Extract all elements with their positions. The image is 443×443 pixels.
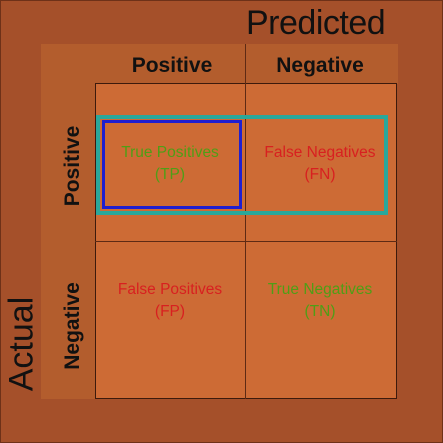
column-divider: [245, 44, 246, 399]
true-positive-cell-highlight: [102, 120, 242, 209]
actual-positive-row-highlight: [96, 115, 388, 215]
cell-false-negatives: False Negatives (FN): [245, 142, 395, 186]
row-divider: [95, 241, 397, 242]
row-header-band: [41, 44, 96, 399]
cell-abbreviation: (TN): [304, 303, 336, 320]
cell-abbreviation: (FP): [154, 303, 186, 320]
cell-label: True Negatives: [267, 281, 373, 298]
cell-label: True Positives: [121, 144, 219, 161]
column-header-band: [41, 44, 398, 84]
actual-axis-title: Actual: [2, 296, 41, 392]
cell-label: False Negatives: [264, 144, 376, 161]
cell-true-negatives: True Negatives (TN): [245, 279, 395, 323]
cell-label: False Positives: [117, 281, 223, 298]
cell-false-positives: False Positives (FP): [95, 279, 245, 323]
cell-true-positives: True Positives (TP): [95, 142, 245, 186]
predicted-axis-title: Predicted: [246, 4, 386, 42]
cell-abbreviation: (FN): [304, 166, 336, 183]
row-label-positive: Positive: [61, 125, 84, 207]
cell-abbreviation: (TP): [154, 166, 186, 183]
column-label-positive: Positive: [131, 54, 213, 77]
row-label-negative: Negative: [61, 282, 84, 370]
column-label-negative: Negative: [276, 54, 364, 77]
